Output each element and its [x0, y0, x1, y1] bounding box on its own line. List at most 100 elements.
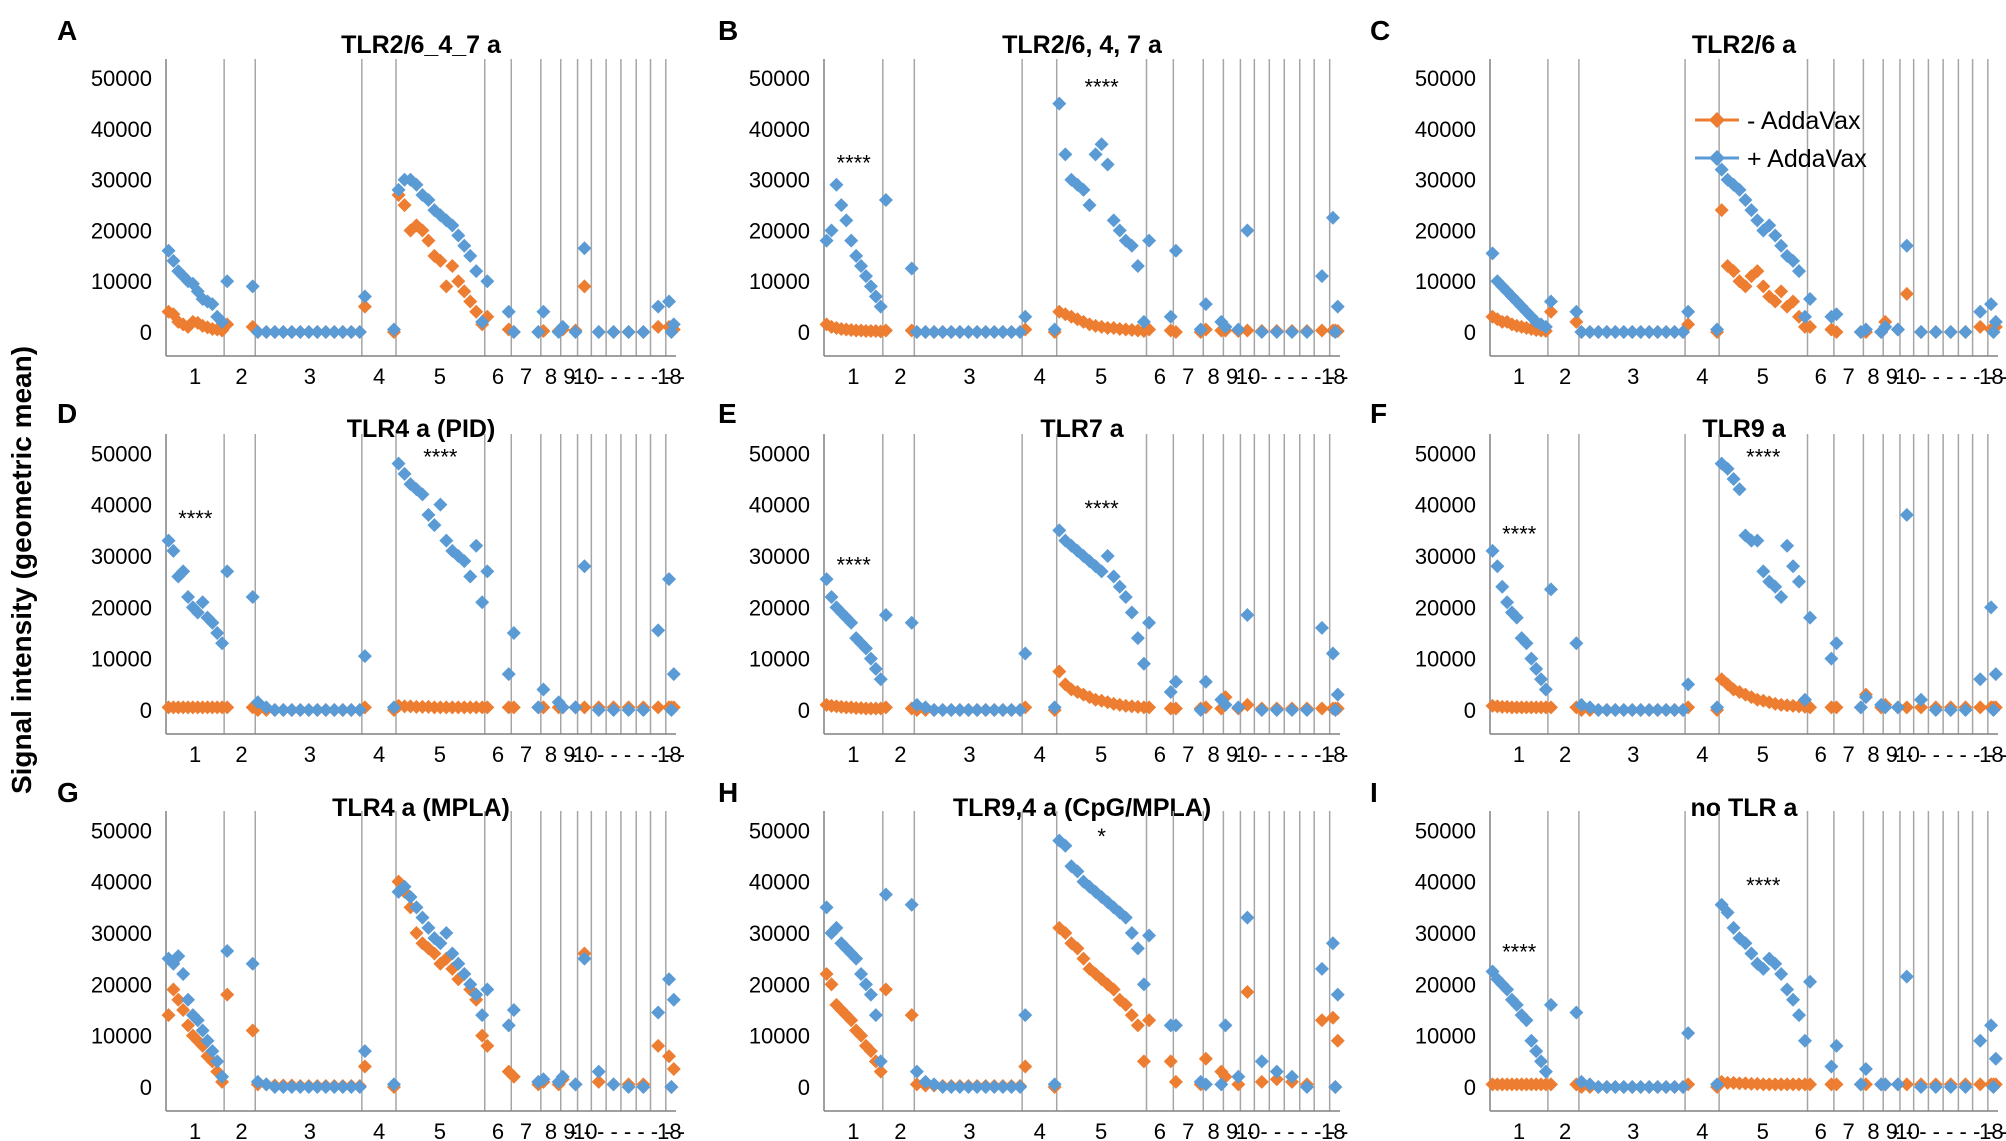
data-point: [1328, 1080, 1343, 1094]
data-point: [451, 228, 466, 243]
data-point: [1803, 610, 1818, 625]
data-point: [439, 279, 454, 294]
x-tick-label: - - - - - - - - -: [570, 1119, 685, 1141]
data-point: [1052, 96, 1067, 111]
data-point: [844, 615, 859, 630]
data-point: [1168, 1074, 1183, 1089]
data-point: [651, 319, 666, 334]
data-point: [1914, 692, 1929, 707]
data-point: [662, 572, 677, 587]
data-point: [1667, 703, 1682, 717]
y-tick-label: 40000: [749, 117, 810, 142]
y-tick-label: 30000: [91, 921, 152, 946]
panel-c: C TLR2/6 a 0 10000 20000 30000 40000 50000 1 2 3 4 5…: [1370, 15, 2006, 389]
y-tick-label: 20000: [749, 972, 810, 997]
data-point: [1780, 248, 1795, 263]
data-point: [1269, 1064, 1284, 1079]
data-point: [166, 253, 181, 268]
data-point: [1582, 325, 1597, 339]
data-point: [1829, 636, 1844, 651]
data-point: [1667, 325, 1682, 339]
data-point: [220, 943, 235, 958]
x-tick-label: 7: [520, 364, 532, 389]
data-point: [664, 1080, 679, 1094]
x-tick-label: 7: [520, 1119, 532, 1141]
y-tick-label: 50000: [91, 818, 152, 843]
data-point: [1681, 1026, 1696, 1041]
data-point: [386, 322, 401, 337]
data-point: [1878, 1077, 1893, 1092]
data-point: [1136, 656, 1151, 671]
data-point: [1218, 319, 1233, 334]
panel-title: TLR2/6, 4, 7 a: [1002, 31, 1163, 59]
data-point: [819, 572, 834, 587]
data-point: [952, 703, 967, 717]
significance-label: ****: [837, 150, 872, 175]
data-point: [1890, 700, 1905, 715]
data-point: [1738, 279, 1753, 294]
data-point: [1254, 703, 1269, 717]
data-point: [577, 700, 592, 715]
data-point: [1198, 674, 1213, 689]
data-point: [1330, 987, 1345, 1002]
data-point: [1732, 482, 1747, 497]
data-point: [1538, 1064, 1553, 1079]
data-point: [161, 243, 176, 258]
data-point: [1591, 325, 1606, 339]
data-point: [1240, 910, 1255, 925]
data-point: [621, 703, 636, 717]
y-tick-label: 10000: [91, 269, 152, 294]
data-point: [1130, 631, 1145, 646]
x-tick-label: 1: [1513, 742, 1525, 767]
y-tick-label: 20000: [91, 972, 152, 997]
data-point: [1047, 1077, 1062, 1092]
data-point: [1142, 615, 1157, 630]
data-point: [166, 543, 181, 558]
data-point: [1330, 1033, 1345, 1048]
data-point: [267, 1080, 282, 1094]
data-point: [409, 900, 424, 915]
data-point: [1299, 703, 1314, 717]
x-tick-label: 3: [304, 742, 316, 767]
x-tick-label: 7: [520, 742, 532, 767]
data-point: [1726, 264, 1741, 279]
x-tick-label: 8: [1207, 364, 1219, 389]
data-point: [259, 325, 274, 339]
data-point: [1240, 985, 1255, 1000]
data-point: [181, 992, 196, 1007]
data-point: [293, 1080, 308, 1094]
x-tick-label: 9: [563, 742, 575, 767]
data-point: [1328, 703, 1343, 717]
data-point: [1325, 210, 1340, 225]
x-tick-label: 9: [1886, 1119, 1898, 1141]
data-point: [1681, 304, 1696, 319]
data-point: [1829, 1077, 1844, 1092]
data-point: [1118, 590, 1133, 605]
data-point: [1599, 1080, 1614, 1094]
data-point: [1633, 703, 1648, 717]
data-point: [506, 625, 521, 640]
data-point: [327, 1080, 342, 1094]
data-point: [591, 703, 606, 717]
x-tick-label: 6: [1815, 1119, 1827, 1141]
data-point: [357, 649, 372, 664]
data-point: [1269, 703, 1284, 717]
y-tick-label: 0: [140, 320, 152, 345]
data-point: [1591, 1080, 1606, 1094]
data-point: [651, 299, 666, 314]
x-tick-label: 3: [304, 1119, 316, 1141]
data-point: [591, 325, 606, 339]
y-tick-label: 10000: [91, 647, 152, 672]
x-tick-label: 10: [1895, 364, 1919, 389]
data-point: [501, 304, 516, 319]
y-tick-label: 20000: [1415, 595, 1476, 620]
data-point: [301, 1080, 316, 1094]
data-point: [1744, 946, 1759, 961]
data-point: [1124, 605, 1139, 620]
x-tick-label: 1: [847, 1119, 859, 1141]
data-point: [1500, 982, 1515, 997]
data-point: [335, 325, 350, 339]
data-point: [1168, 1018, 1183, 1033]
y-tick-label: 10000: [749, 1024, 810, 1049]
